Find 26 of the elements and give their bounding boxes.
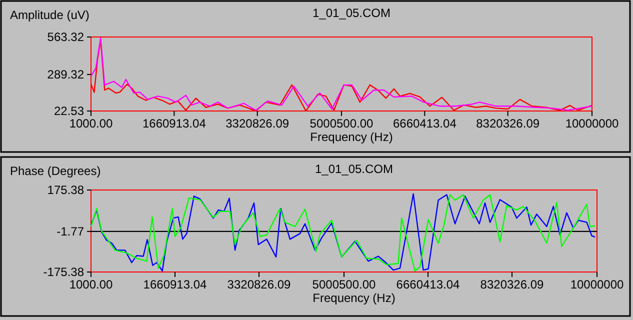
x-tick-label: 3320826.09 bbox=[227, 278, 292, 292]
x-tick-label: 3320826.09 bbox=[226, 116, 290, 131]
x-tick-label: 10000000 bbox=[565, 116, 620, 131]
x-tick-label: 10000000 bbox=[570, 278, 624, 292]
x-axis-title: Frequency (Hz) bbox=[312, 291, 396, 305]
y-axis-title: Phase (Degrees) bbox=[10, 164, 101, 178]
x-tick-label: 8320326.09 bbox=[476, 116, 540, 131]
y-tick-label: -1.77 bbox=[56, 224, 84, 238]
y-tick-label: 289.32 bbox=[47, 67, 84, 82]
x-tick-label: 8320326.09 bbox=[480, 278, 544, 292]
y-tick-label: 22.53 bbox=[54, 104, 84, 118]
x-tick-label: 5000500.00 bbox=[312, 278, 376, 292]
chart-title: 1_01_05.COM bbox=[314, 162, 394, 176]
x-tick-label: 5000500.00 bbox=[310, 116, 374, 131]
x-tick-label: 6660413.04 bbox=[396, 278, 460, 292]
y-tick-label: 563.32 bbox=[47, 30, 84, 44]
x-axis-title: Frequency (Hz) bbox=[310, 130, 393, 144]
x-tick-label: 1000.00 bbox=[69, 116, 114, 131]
chart-title: 1_01_05.COM bbox=[312, 6, 391, 20]
y-axis-title: Amplitude (uV) bbox=[10, 8, 90, 22]
x-tick-label: 6660413.04 bbox=[392, 116, 457, 131]
x-tick-label: 1000.00 bbox=[69, 278, 114, 292]
y-tick-label: -175.38 bbox=[43, 264, 84, 279]
y-tick-label: 175.38 bbox=[47, 182, 84, 197]
x-tick-label: 1660913.04 bbox=[142, 116, 206, 131]
x-tick-label: 1660913.04 bbox=[143, 278, 208, 292]
